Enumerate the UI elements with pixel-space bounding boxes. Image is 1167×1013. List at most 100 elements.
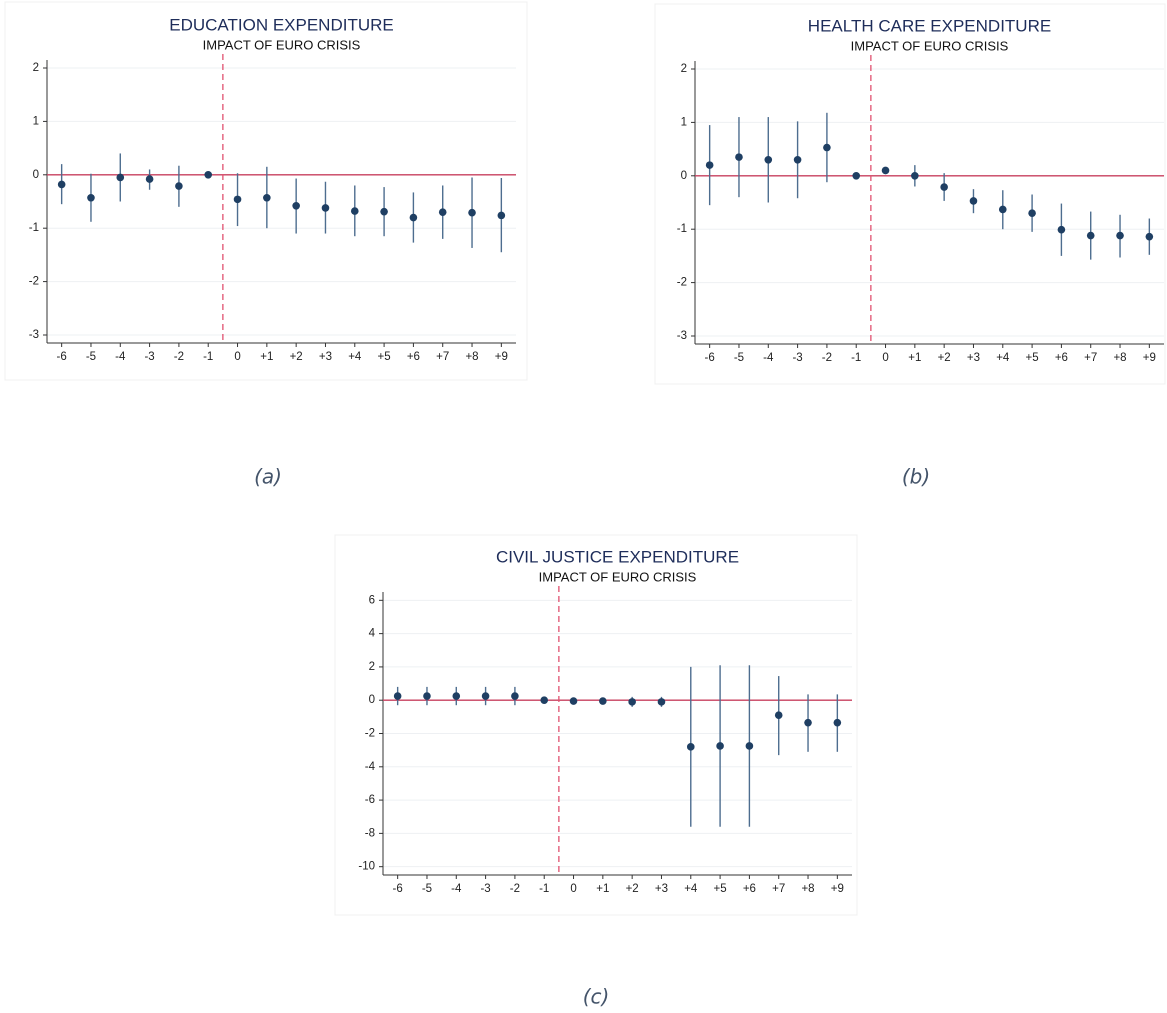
x-tick-label: +2	[290, 351, 303, 363]
y-tick-label: -2	[677, 277, 687, 289]
chart-title: EDUCATION EXPENDITURE	[169, 15, 394, 34]
point-estimate	[438, 208, 447, 216]
x-tick-label: +8	[1113, 352, 1126, 364]
point-estimate	[175, 182, 183, 190]
x-tick-label: +8	[801, 883, 814, 895]
x-tick-label: +1	[908, 352, 921, 364]
point-estimate	[116, 173, 125, 182]
y-tick-label: -2	[365, 728, 375, 740]
y-tick-label: 6	[369, 594, 375, 606]
point-estimate	[540, 696, 549, 705]
x-tick-label: +6	[407, 351, 420, 363]
x-tick-label: +5	[1026, 352, 1039, 364]
point-estimate	[423, 692, 431, 700]
point-estimate	[497, 211, 506, 220]
y-tick-label: 2	[681, 63, 687, 75]
x-tick-label: +1	[260, 351, 273, 363]
x-tick-label: +4	[996, 352, 1010, 364]
panel-frame	[4, 1, 528, 381]
point-estimate	[409, 213, 418, 222]
chart-subtitle: IMPACT OF EURO CRISIS	[851, 38, 1009, 53]
x-tick-label: +7	[1084, 352, 1097, 364]
point-estimate	[393, 692, 402, 700]
x-tick-label: -1	[539, 883, 549, 895]
point-estimate	[657, 698, 666, 706]
y-tick-label: -8	[365, 827, 375, 839]
point-estimate	[1086, 231, 1095, 240]
x-tick-label: +2	[938, 352, 951, 364]
point-estimate	[881, 166, 890, 175]
chart-subtitle: IMPACT OF EURO CRISIS	[203, 37, 361, 52]
x-tick-label: -3	[480, 883, 490, 895]
point-estimate	[1028, 209, 1036, 217]
x-tick-label: +3	[655, 883, 668, 895]
point-estimate	[911, 172, 919, 180]
x-tick-label: +8	[465, 351, 478, 363]
point-estimate	[380, 207, 388, 216]
point-estimate	[233, 195, 242, 204]
x-tick-label: -4	[451, 883, 462, 895]
x-tick-label: +2	[626, 883, 639, 895]
x-tick-label: -6	[57, 351, 67, 363]
x-tick-label: +9	[831, 883, 844, 895]
y-tick-label: -1	[677, 223, 687, 235]
point-estimate	[764, 155, 773, 164]
x-tick-label: +4	[684, 883, 698, 895]
x-tick-label: -5	[86, 351, 96, 363]
point-estimate	[481, 692, 490, 700]
point-estimate	[940, 183, 948, 191]
point-estimate	[1145, 232, 1154, 241]
x-tick-label: -2	[510, 883, 520, 895]
point-estimate	[998, 205, 1007, 214]
y-tick-label: 1	[681, 116, 687, 128]
y-tick-label: 2	[369, 661, 375, 673]
point-estimate	[350, 207, 359, 215]
y-tick-label: -2	[29, 276, 39, 288]
point-estimate	[1057, 225, 1066, 234]
x-tick-label: +5	[378, 351, 391, 363]
point-estimate	[716, 742, 724, 750]
x-tick-label: +1	[596, 883, 609, 895]
y-tick-label: -10	[358, 861, 375, 873]
x-tick-label: +9	[1143, 352, 1156, 364]
x-tick-label: -3	[792, 352, 802, 364]
x-tick-label: -4	[115, 351, 126, 363]
point-estimate	[793, 155, 802, 164]
point-estimate	[833, 718, 842, 727]
point-estimate	[686, 743, 695, 751]
x-tick-label: +3	[967, 352, 980, 364]
point-estimate	[263, 193, 271, 202]
point-estimate	[628, 698, 636, 706]
y-tick-label: -6	[365, 794, 375, 806]
x-tick-label: 0	[570, 883, 576, 895]
caption: (a)	[254, 465, 282, 489]
x-tick-label: -6	[393, 883, 403, 895]
x-tick-label: +5	[714, 883, 727, 895]
point-estimate	[804, 718, 812, 727]
point-estimate	[321, 204, 330, 212]
y-tick-label: -1	[29, 222, 39, 234]
y-tick-label: -3	[29, 329, 39, 341]
chart-subtitle: IMPACT OF EURO CRISIS	[539, 569, 697, 584]
x-tick-label: +7	[772, 883, 785, 895]
x-tick-label: +6	[743, 883, 756, 895]
point-estimate	[1116, 231, 1124, 240]
point-estimate	[823, 143, 831, 152]
x-tick-label: +7	[436, 351, 449, 363]
point-estimate	[774, 711, 783, 719]
point-estimate	[569, 697, 578, 705]
panel-frame	[334, 534, 858, 916]
point-estimate	[204, 171, 213, 179]
x-tick-label: +6	[1055, 352, 1068, 364]
x-tick-label: -1	[203, 351, 213, 363]
point-estimate	[852, 172, 861, 180]
point-estimate	[705, 161, 714, 169]
y-tick-label: -4	[365, 761, 376, 773]
x-tick-label: -2	[174, 351, 184, 363]
y-tick-label: 0	[681, 170, 687, 182]
point-estimate	[57, 180, 66, 189]
y-tick-label: -3	[677, 330, 687, 342]
y-tick-label: 1	[33, 115, 39, 127]
point-estimate	[969, 197, 978, 205]
